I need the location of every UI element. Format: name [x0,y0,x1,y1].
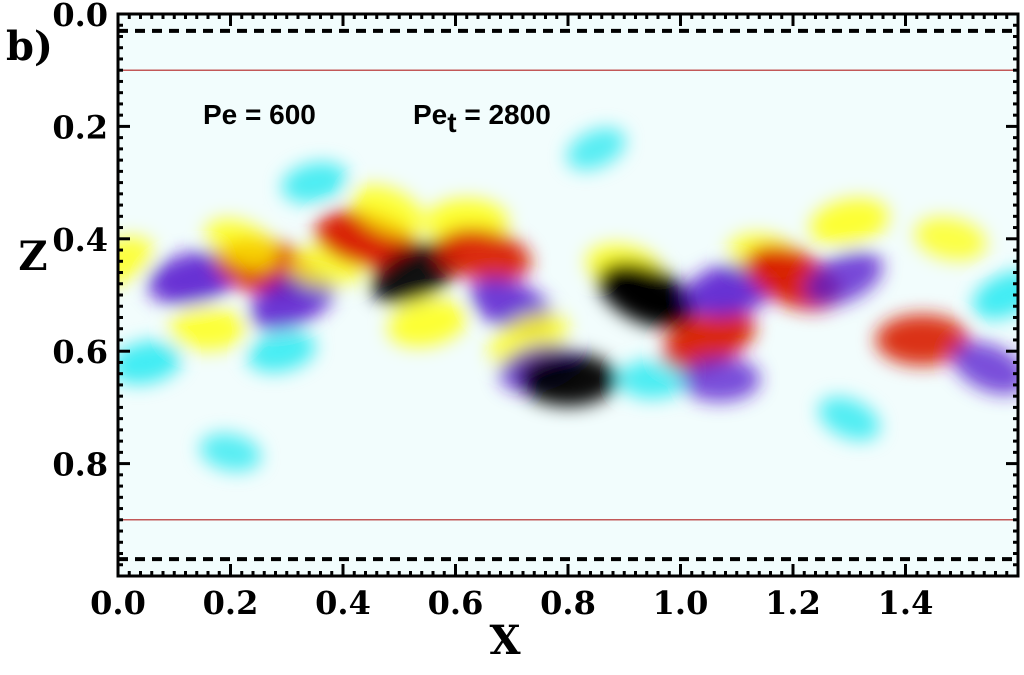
pet-value: = 2800 [457,99,551,130]
field-feature [387,299,468,347]
field-feature [662,308,756,372]
reference-lines [118,28,1018,562]
x-tick-label: 0.8 [540,584,596,622]
pet-main: Pe [413,99,447,130]
y-tick-label: 0.6 [52,333,108,371]
axis-ticks [116,12,1020,578]
x-axis-label: X [489,617,520,664]
field-feature [246,330,316,373]
field-layer [118,127,1018,472]
x-tick-label: 1.2 [765,584,821,622]
pe-annotation: Pe = 600 [203,99,316,130]
field-feature [618,359,687,399]
field-feature [281,162,349,204]
pet-subscript: t [447,107,456,138]
x-tick-label: 0.6 [428,584,484,622]
field-feature [679,356,761,402]
y-tick-labels: 0.0 0.2 0.4 0.6 0.8 [52,0,108,484]
plot-area [118,14,1018,576]
field-feature [597,261,696,329]
field-feature [436,228,531,284]
field-feature [566,127,626,170]
field-feature [518,352,618,407]
y-tick-label: 0.2 [52,108,108,146]
field-feature [351,185,425,237]
field-feature [818,396,880,441]
field-feature [199,433,262,472]
y-tick-label: 0.0 [52,0,108,34]
x-tick-label: 1.0 [653,584,709,622]
field-feature [972,270,1018,320]
field-feature [875,314,970,366]
field-feature [804,251,883,306]
x-tick-label: 0.2 [203,584,259,622]
y-axis-label: Z [18,233,47,280]
x-tick-label: 1.4 [878,584,934,622]
y-tick-label: 0.4 [52,221,108,259]
x-tick-labels: 0.0 0.2 0.4 0.6 0.8 1.0 1.2 1.4 [90,584,933,622]
field-feature [809,198,889,246]
field-feature [951,341,1018,395]
y-tick-label: 0.8 [52,446,108,484]
x-tick-label: 0.4 [315,584,371,622]
panel-label: b) [6,23,53,70]
pet-annotation: Pet = 2800 [413,99,551,138]
x-tick-label: 0.0 [90,584,146,622]
field-feature [914,217,987,261]
field-feature [169,306,247,351]
field-feature [205,218,279,271]
